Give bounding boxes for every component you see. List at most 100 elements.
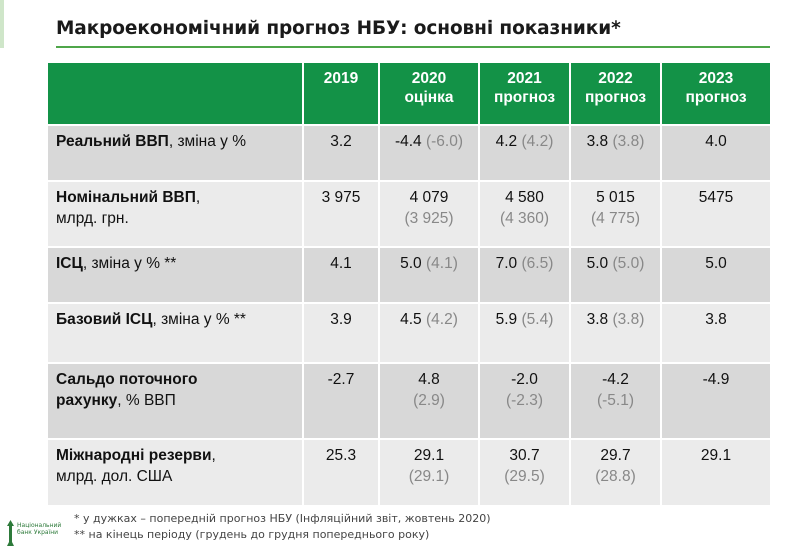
row-label-rest: , зміна у % <box>168 133 246 150</box>
footnote-end-of-period: ** на кінець періоду (грудень до грудня … <box>74 528 430 541</box>
header-year: 2019 <box>323 70 359 87</box>
cell-value: 3.8 <box>586 311 609 328</box>
row-label: Базовий ІСЦ, зміна у % ** <box>48 302 304 362</box>
cell-value: 4 079 <box>409 189 449 206</box>
cell-previous-forecast: (-6.0) <box>425 133 464 150</box>
table-row-reserves: Міжнародні резерви, млрд. дол. США 25.3 … <box>48 438 770 505</box>
row-label-rest: , <box>211 447 216 464</box>
table-row-current-account: Сальдо поточного рахунку, % ВВП -2.7 4.8… <box>48 362 770 438</box>
cell-previous-forecast: (-2.3) <box>505 392 544 409</box>
cell-previous-forecast: (28.8) <box>595 468 636 485</box>
header-2023: 2023 прогноз <box>662 63 770 124</box>
cell-previous-forecast: (2.9) <box>413 392 445 409</box>
table-cell: 4 580 (4 360) <box>480 180 571 246</box>
row-label-rest: , <box>195 189 201 206</box>
row-label: Реальний ВВП, зміна у % <box>48 124 304 180</box>
header-indicator <box>48 63 304 124</box>
footnote-previous-forecast: * у дужках – попередній прогноз НБУ (Інф… <box>74 512 491 525</box>
cell-value: 25.3 <box>325 447 357 464</box>
table-row-real-gdp: Реальний ВВП, зміна у % 3.2 -4.4 (-6.0) … <box>48 124 770 180</box>
table-cell: 3.8 <box>662 302 770 362</box>
cell-value: 4.1 <box>330 255 352 272</box>
cell-previous-forecast: (29.1) <box>408 468 450 485</box>
cell-previous-forecast: (4 775) <box>590 210 641 227</box>
cell-value: 5.0 <box>400 255 422 272</box>
cell-value: 29.7 <box>600 447 631 464</box>
cell-value: -2.0 <box>511 371 538 388</box>
cell-value: 3.9 <box>330 311 352 328</box>
cell-value: 3.8 <box>586 133 609 150</box>
row-label-rest: , зміна у % ** <box>152 311 246 328</box>
title-underline <box>56 46 770 48</box>
cell-previous-forecast: (4.1) <box>426 255 458 272</box>
cell-value: 5 015 <box>596 189 635 206</box>
header-year: 2023 <box>698 70 734 87</box>
table-cell: -4.2 (-5.1) <box>571 362 662 438</box>
table-cell: 3.9 <box>304 302 380 362</box>
nbu-logo-text: Національний банк України <box>17 522 61 536</box>
header-kind: прогноз <box>493 89 556 106</box>
table-cell: 29.1 <box>662 438 770 505</box>
cell-previous-forecast: (4.2) <box>426 311 458 328</box>
table-cell: 5475 <box>662 180 770 246</box>
cell-previous-forecast: (5.0) <box>612 255 645 272</box>
cell-value: 30.7 <box>509 447 540 464</box>
table-cell: 29.1 (29.1) <box>380 438 480 505</box>
table-cell: 30.7 (29.5) <box>480 438 571 505</box>
cell-value: 3.8 <box>705 311 727 328</box>
page-title: Макроекономічний прогноз НБУ: основні по… <box>56 18 621 39</box>
cell-value: 5.0 <box>586 255 609 272</box>
row-label-bold: ІСЦ <box>56 255 83 272</box>
header-year: 2020 <box>411 70 447 87</box>
table-row-cpi: ІСЦ, зміна у % ** 4.1 5.0 (4.1) 7.0 (6.5… <box>48 246 770 302</box>
cell-previous-forecast: (3.8) <box>612 311 645 328</box>
table-row-core-cpi: Базовий ІСЦ, зміна у % ** 3.9 4.5 (4.2) … <box>48 302 770 362</box>
table-cell: 25.3 <box>304 438 380 505</box>
table-cell: 4.5 (4.2) <box>380 302 480 362</box>
header-kind: прогноз <box>584 89 647 106</box>
nbu-emblem-icon <box>7 520 14 546</box>
row-label-bold: Міжнародні резерви <box>56 447 212 464</box>
table-cell: -4.9 <box>662 362 770 438</box>
row-label-rest: , зміна у % ** <box>82 255 177 272</box>
row-label: Міжнародні резерви, млрд. дол. США <box>48 438 304 505</box>
cell-previous-forecast: (29.5) <box>504 468 545 485</box>
row-label-bold: Реальний ВВП <box>56 133 169 150</box>
cell-value: 29.1 <box>413 447 445 464</box>
row-label-line2: , % ВВП <box>117 392 176 409</box>
cell-value: 4.8 <box>418 371 440 388</box>
header-year: 2022 <box>598 70 633 87</box>
cell-value: 4.2 <box>495 133 518 150</box>
cell-value: -2.7 <box>327 371 355 388</box>
table-cell: 3 975 <box>304 180 380 246</box>
cell-value: 4.0 <box>705 133 727 150</box>
row-label-bold: Сальдо поточного <box>56 371 198 388</box>
forecast-table: 2019 2020 оцінка 2021 прогноз 2022 прогн… <box>48 63 770 505</box>
cell-previous-forecast: (-5.1) <box>596 392 635 409</box>
left-accent-bar <box>0 0 4 48</box>
table-cell: 5 015 (4 775) <box>571 180 662 246</box>
cell-previous-forecast: (5.4) <box>521 311 554 328</box>
table-cell: -4.4 (-6.0) <box>380 124 480 180</box>
cell-value: 3 975 <box>321 189 361 206</box>
nbu-logo-line2: банк України <box>17 529 59 536</box>
row-label: ІСЦ, зміна у % ** <box>48 246 304 302</box>
table-cell: 3.8 (3.8) <box>571 124 662 180</box>
table-cell: 4 079 (3 925) <box>380 180 480 246</box>
header-2021: 2021 прогноз <box>480 63 571 124</box>
header-2020: 2020 оцінка <box>380 63 480 124</box>
row-label-line2-bold: рахунку <box>56 392 118 409</box>
header-kind: оцінка <box>404 89 454 106</box>
row-label-bold: Базовий ІСЦ <box>56 311 153 328</box>
table-cell: 7.0 (6.5) <box>480 246 571 302</box>
table-cell: 5.0 (5.0) <box>571 246 662 302</box>
table-cell: 4.8 (2.9) <box>380 362 480 438</box>
header-2022: 2022 прогноз <box>571 63 662 124</box>
row-label-line2: млрд. грн. <box>56 210 129 227</box>
table-cell: 4.0 <box>662 124 770 180</box>
nbu-logo-line1: Національний <box>17 522 62 529</box>
row-label-bold: Номінальний ВВП <box>56 189 196 206</box>
cell-previous-forecast: (6.5) <box>521 255 554 272</box>
table-cell: 5.0 <box>662 246 770 302</box>
footnotes: * у дужках – попередній прогноз НБУ (Інф… <box>74 511 491 543</box>
